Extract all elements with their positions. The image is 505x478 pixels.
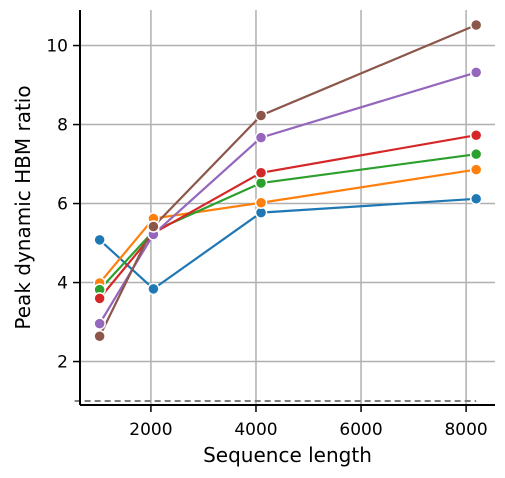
grid-layer xyxy=(80,10,495,405)
data-point-s1-8192 xyxy=(469,163,483,176)
series-line-1 xyxy=(98,168,477,284)
series-line-3 xyxy=(98,134,477,300)
data-point-s3-4096 xyxy=(254,166,268,179)
data-point-s1-4096 xyxy=(254,196,268,210)
y-tick-label-6: 6 xyxy=(57,195,68,215)
axes-layer xyxy=(79,10,495,406)
ticks-layer: 2000 4000 6000 8000 2 4 6 8 10 xyxy=(46,37,487,440)
y-tick-label-4: 4 xyxy=(57,274,68,294)
data-point-s0-8192 xyxy=(469,192,483,206)
y-axis-label: Peak dynamic HBM ratio xyxy=(11,85,35,329)
data-point-s0-1024 xyxy=(93,233,106,247)
data-point-s2-4096 xyxy=(254,176,268,190)
series-layer xyxy=(93,18,483,343)
data-point-s5-4096 xyxy=(254,109,268,122)
x-axis-label: Sequence length xyxy=(203,443,372,467)
data-point-s0-2048 xyxy=(147,282,160,296)
data-point-s4-1024 xyxy=(93,317,106,330)
series-line-5 xyxy=(98,23,477,337)
x-tick-label-4000: 4000 xyxy=(234,420,277,440)
data-point-s3-1024 xyxy=(93,292,106,305)
y-tick-label-2: 2 xyxy=(57,353,68,373)
y-tick-label-8: 8 xyxy=(57,116,68,136)
y-tick-label-10: 10 xyxy=(46,37,68,57)
x-tick-label-8000: 8000 xyxy=(444,420,487,440)
series-line-2 xyxy=(98,153,477,291)
x-tick-label-6000: 6000 xyxy=(339,420,382,440)
data-point-s5-2048 xyxy=(147,220,160,233)
data-point-s3-8192 xyxy=(469,128,483,142)
data-point-s2-8192 xyxy=(469,147,483,161)
data-point-s5-1024 xyxy=(93,330,106,343)
series-line-0 xyxy=(98,197,477,291)
data-point-s4-4096 xyxy=(254,131,268,144)
data-point-s4-8192 xyxy=(469,66,483,79)
data-point-s5-8192 xyxy=(469,18,483,32)
x-tick-label-2000: 2000 xyxy=(129,420,172,440)
